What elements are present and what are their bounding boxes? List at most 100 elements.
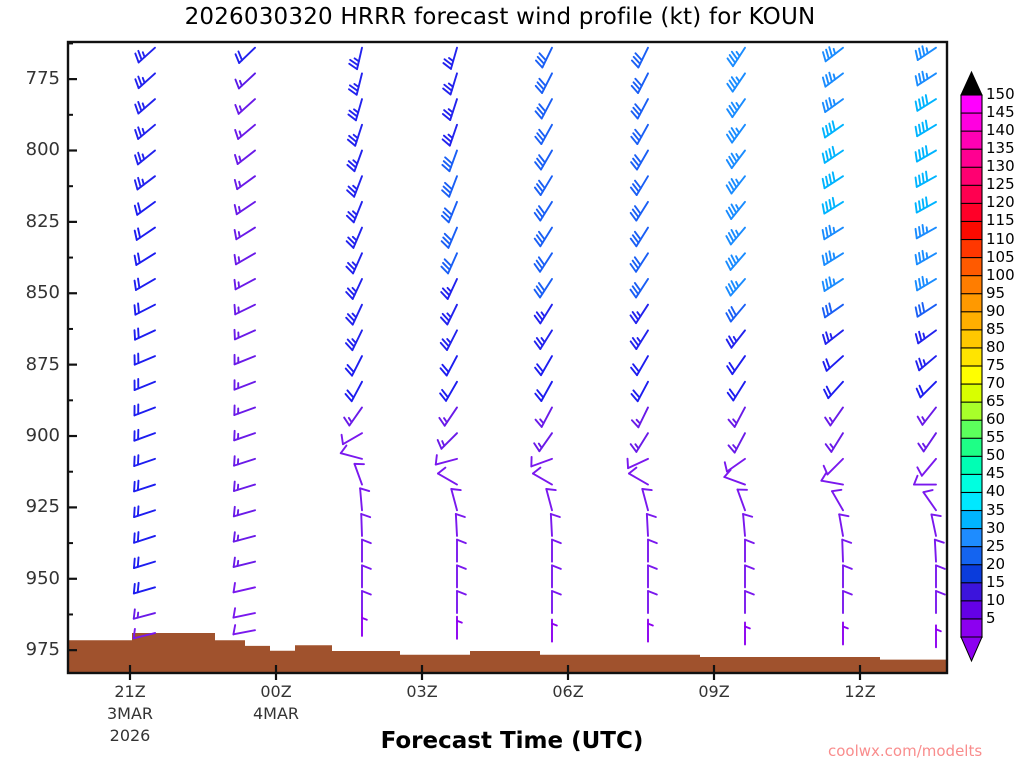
x-axis-date-4MAR: 4MAR: [252, 704, 300, 723]
wind-barb: [914, 119, 937, 138]
wind-barb: [344, 355, 363, 377]
wind-barb: [629, 200, 649, 222]
wind-barb: [233, 379, 256, 391]
wind-barb: [343, 406, 363, 427]
chart-title: 2026030320 HRRR forecast wind profile (k…: [184, 4, 816, 30]
wind-barb: [233, 429, 256, 442]
wind-barb: [530, 455, 553, 468]
wind-barb: [134, 46, 156, 64]
colorbar-swatch: [960, 130, 983, 151]
wind-barb: [456, 564, 467, 589]
x-axis-label-00Z: 00Z: [260, 682, 292, 701]
wind-barb: [133, 403, 156, 417]
x-axis-label-06Z: 06Z: [552, 682, 584, 701]
colorbar-swatch: [960, 112, 983, 133]
wind-barb: [531, 466, 553, 486]
wind-barb: [630, 72, 649, 94]
colorbar-label-115: 115: [986, 211, 1015, 230]
wind-barb: [645, 513, 657, 537]
wind-barb: [438, 406, 458, 427]
wind-barb: [914, 45, 937, 61]
wind-barb: [233, 252, 256, 266]
wind-barb: [346, 123, 363, 147]
colorbar-label-25: 25: [986, 536, 1006, 555]
wind-barb: [533, 278, 553, 299]
wind-barb: [361, 538, 372, 563]
wind-barb: [340, 432, 363, 446]
wind-barb: [726, 355, 746, 376]
wind-barb: [647, 590, 658, 614]
colorbar-label-150: 150: [986, 85, 1015, 103]
wind-barb: [234, 72, 256, 90]
wind-barb: [914, 94, 937, 112]
colorbar-swatch: [960, 202, 983, 223]
wind-barb: [441, 98, 458, 121]
x-axis-label-09Z: 09Z: [698, 682, 730, 701]
wind-barb: [727, 406, 746, 428]
colorbar-swatch: [960, 383, 983, 404]
wind-barb: [935, 564, 946, 589]
wind-barb: [915, 355, 937, 372]
colorbar-label-145: 145: [986, 103, 1015, 122]
barb-column-09Z: [723, 46, 755, 646]
x-axis-label-03Z: 03Z: [406, 682, 438, 701]
colorbar-swatch: [960, 546, 983, 566]
wind-barb: [133, 505, 156, 519]
wind-barb: [935, 624, 942, 649]
colorbar-label-65: 65: [986, 392, 1006, 411]
wind-barb: [439, 329, 458, 351]
wind-barb: [441, 149, 458, 173]
colorbar-label-130: 130: [986, 157, 1015, 176]
wind-barb: [442, 72, 458, 96]
barb-column-06Z: [626, 46, 658, 643]
colorbar-swatch: [960, 238, 983, 259]
barb-column-01Z: [339, 46, 372, 637]
wind-barb: [736, 488, 748, 512]
wind-barb: [831, 488, 844, 512]
wind-barb: [359, 487, 371, 512]
wind-barb: [630, 98, 649, 120]
wind-barb: [133, 454, 156, 467]
wind-barb: [132, 627, 156, 640]
wind-barb: [233, 226, 256, 241]
wind-barb: [726, 46, 746, 68]
colorbar-label-100: 100: [986, 265, 1015, 284]
colorbar-label-20: 20: [986, 554, 1006, 573]
wind-barb: [914, 224, 937, 240]
wind-barb: [551, 590, 562, 614]
wind-barb: [742, 513, 754, 537]
y-axis-label-950: 950: [25, 567, 60, 589]
wind-barb: [439, 303, 458, 326]
colorbar-label-110: 110: [986, 229, 1015, 248]
wind-barb: [629, 329, 649, 350]
wind-barb: [914, 70, 937, 87]
wind-barb: [821, 250, 844, 266]
wind-barb: [725, 329, 746, 349]
wind-barb: [630, 406, 649, 429]
wind-barb: [726, 123, 746, 144]
wind-barb: [233, 328, 256, 341]
wind-barb: [133, 252, 156, 266]
colorbar-swatch: [960, 491, 983, 512]
wind-barb: [916, 406, 937, 426]
colorbar-label-70: 70: [986, 374, 1006, 393]
colorbar-label-15: 15: [986, 572, 1006, 591]
barb-column-21Z: [132, 46, 156, 640]
wind-barb: [534, 123, 553, 145]
wind-barb: [821, 145, 844, 164]
wind-barb: [725, 175, 746, 195]
wind-barb: [133, 277, 156, 291]
wind-barb: [339, 444, 363, 460]
colorbar-swatch: [960, 528, 983, 548]
wind-barb: [533, 226, 553, 248]
wind-barb: [744, 564, 755, 589]
wind-barb: [360, 513, 372, 537]
wind-barb: [456, 590, 467, 614]
colorbar-label-80: 80: [986, 337, 1006, 356]
colorbar-swatch: [960, 401, 983, 422]
wind-barb: [440, 226, 458, 249]
wind-barb: [345, 200, 363, 224]
wind-barb: [533, 329, 553, 350]
wind-barb: [922, 489, 937, 512]
wind-barb: [440, 252, 458, 275]
